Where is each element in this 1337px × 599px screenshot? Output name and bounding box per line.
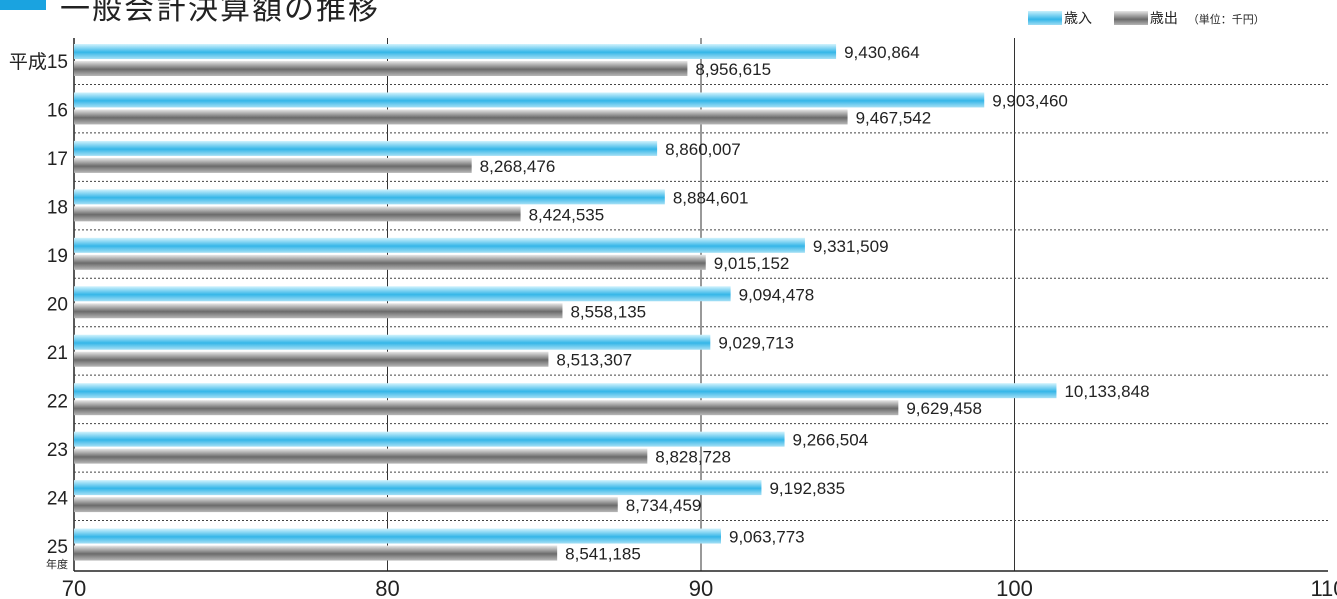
legend-label-income: 歳入 (1064, 10, 1092, 26)
legend-unit: （単位：千円） (1187, 14, 1265, 26)
y-category-label: 19 (47, 246, 68, 267)
data-label-expense: 8,558,135 (570, 302, 646, 321)
bar-income (74, 431, 785, 447)
y-category-label: 18 (47, 198, 68, 219)
y-category-label: 24 (47, 488, 69, 509)
y-category-label: 17 (47, 149, 68, 170)
bar-income (74, 334, 711, 350)
bar-income (74, 286, 731, 302)
data-label-expense: 9,629,458 (906, 399, 982, 418)
y-category-label: 25 (47, 537, 68, 558)
bar-income (74, 92, 985, 108)
data-label-expense: 8,734,459 (626, 496, 702, 515)
bar-income (74, 189, 665, 205)
chart-title: 一般会計決算額の推移 (60, 0, 380, 26)
bar-income (74, 528, 721, 544)
data-label-expense: 8,268,476 (480, 157, 556, 176)
data-label-expense: 8,828,728 (655, 448, 731, 467)
bar-income (74, 237, 805, 253)
bar-expense (74, 545, 558, 561)
bar-expense (74, 303, 563, 319)
bar-expense (74, 206, 521, 222)
y-category-label: 20 (47, 295, 68, 316)
data-label-expense: 8,424,535 (529, 205, 605, 224)
data-label-income: 9,192,835 (769, 479, 845, 498)
legend-label-expense: 歳出 (1149, 10, 1178, 26)
bar-expense (74, 61, 688, 76)
x-tick-label: 110 (1310, 576, 1337, 599)
bar-expense (74, 400, 899, 416)
data-label-income: 9,430,864 (844, 43, 920, 62)
data-label-income: 9,903,460 (992, 91, 1068, 110)
data-label-income: 8,860,007 (665, 140, 741, 159)
bar-expense (74, 497, 618, 513)
x-tick-label: 70 (62, 576, 86, 599)
data-label-income: 9,029,713 (718, 334, 794, 353)
x-tick-label: 100 (996, 576, 1033, 599)
y-category-label: 21 (47, 343, 68, 364)
bar-expense (74, 109, 848, 125)
data-label-income: 9,063,773 (729, 528, 805, 547)
bar-expense (74, 157, 472, 173)
data-label-income: 9,094,478 (739, 285, 815, 304)
x-tick-label: 80 (375, 576, 399, 599)
data-label-expense: 9,467,542 (856, 108, 932, 127)
y-category-label: 23 (47, 440, 68, 461)
data-label-expense: 9,015,152 (714, 254, 790, 273)
legend: 歳入 歳出 （単位：千円） (1028, 8, 1265, 28)
data-label-expense: 8,513,307 (556, 351, 632, 370)
data-label-income: 9,331,509 (813, 237, 889, 256)
title-mark (0, 0, 46, 10)
bar-income (74, 140, 658, 156)
bar-expense (74, 448, 648, 464)
bar-income (74, 480, 762, 496)
y-category-label: 平成15 (9, 51, 68, 73)
data-label-income: 10,133,848 (1064, 382, 1149, 401)
legend-swatch-expense (1113, 11, 1148, 25)
y-category-suffix: 年度 (46, 557, 68, 571)
legend-swatch-income (1028, 11, 1062, 25)
data-label-expense: 8,956,615 (695, 60, 771, 79)
bar-expense (74, 351, 549, 367)
bar-income (74, 383, 1057, 399)
data-label-income: 9,266,504 (793, 431, 869, 450)
data-label-expense: 8,541,185 (565, 545, 641, 564)
bar-expense (74, 254, 706, 270)
y-category-label: 16 (47, 101, 68, 122)
y-category-label: 22 (47, 391, 68, 412)
x-tick-label: 90 (689, 576, 713, 599)
bar-income (74, 44, 837, 59)
data-label-income: 8,884,601 (673, 188, 749, 207)
